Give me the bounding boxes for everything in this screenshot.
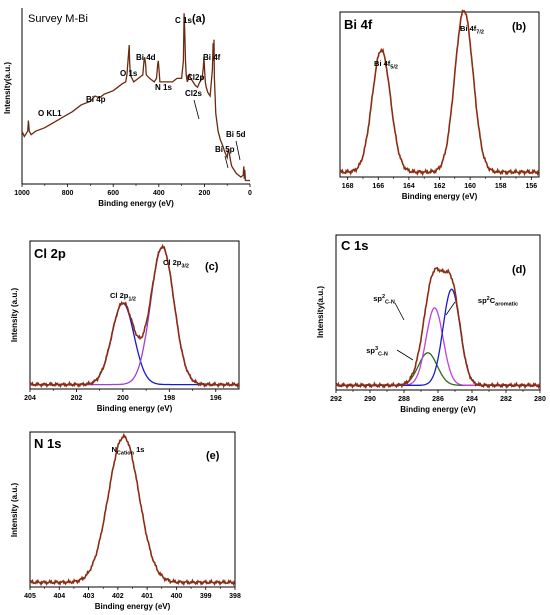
x-axis-label: Binding energy (eV)	[95, 602, 171, 611]
x-tick-label: 400	[153, 190, 165, 197]
chart-panel-d: 292 290 288 286 284 282 280 Binding energy (eV)…	[316, 234, 546, 414]
y-axis-label: Intensity (a.u.)	[10, 288, 19, 343]
x-tick-label: 398	[229, 593, 241, 600]
peak-annotation: Bi 5d	[226, 130, 246, 139]
peak-annotation: Bi 4d	[136, 53, 156, 62]
peak-annotation: O KL1	[38, 109, 62, 118]
panel-title: Survey M-Bi	[28, 13, 88, 25]
peak-annotation: Bi 4f5/2	[374, 59, 398, 71]
series-line-data-0	[21, 13, 250, 182]
annotation-arrow	[445, 301, 456, 316]
panel-tag: (c)	[205, 261, 219, 273]
series-line-sum-3	[335, 266, 541, 390]
x-tick-label: 204	[24, 395, 36, 402]
x-tick-label: 162	[434, 183, 446, 190]
annotation-arrow	[193, 99, 200, 120]
peak-annotation: Bi 4p	[86, 95, 106, 104]
chart-panel-c: 204 202 200 198 196 Binding energy (eV) Intens…	[10, 240, 240, 413]
x-axis-label: Binding energy (eV)	[402, 192, 478, 201]
x-tick-label: 600	[107, 190, 119, 197]
y-axis-label: Intensity (a.u.)	[10, 483, 19, 538]
x-tick-label: 1000	[14, 190, 30, 197]
peak-annotation: sp3C-N	[366, 346, 388, 358]
chart-panel-a: 1000 800 600 400 200 0 Binding energy (eV) Inte…	[3, 8, 252, 208]
x-tick-label: 158	[495, 183, 507, 190]
x-tick-label: 401	[141, 593, 153, 600]
peak-annotation: NCation 1s	[112, 445, 145, 457]
x-tick-label: 404	[53, 593, 65, 600]
chart-panel-b: 168 166 164 162 160 158 156 Binding energy (eV)…	[339, 9, 540, 201]
x-tick-label: 284	[466, 396, 478, 403]
x-tick-label: 156	[526, 183, 538, 190]
x-tick-label: 403	[83, 593, 95, 600]
x-tick-label: 196	[210, 395, 222, 402]
peak-annotation: Cl2s	[185, 89, 202, 98]
x-tick-label: 405	[24, 593, 36, 600]
x-tick-label: 202	[71, 395, 83, 402]
panel-title: Cl 2p	[34, 246, 66, 261]
panel-tag: (d)	[512, 264, 526, 276]
x-tick-label: 288	[398, 396, 410, 403]
x-tick-label: 282	[500, 396, 512, 403]
plot-frame	[29, 240, 240, 390]
chart-panel-e: 405 404 403 402 401 400 399 398 Binding energy (…	[10, 431, 241, 611]
peak-annotation: sp2C-N	[373, 294, 395, 306]
panel-tag: (a)	[192, 13, 206, 25]
annotation-arrow	[235, 140, 241, 161]
peak-annotation: N 1s	[155, 83, 172, 92]
x-axis-label: Binding energy (eV)	[98, 199, 174, 208]
panel-title: N 1s	[34, 436, 61, 451]
peak-annotation: Cl 2p3/2	[163, 258, 189, 270]
x-axis-label: Binding energy (eV)	[97, 404, 173, 413]
x-tick-label: 168	[342, 183, 354, 190]
peak-annotation: Bi 4f	[203, 53, 221, 62]
annotation-arrow	[394, 302, 405, 321]
plot-frame	[339, 11, 540, 178]
x-tick-label: 200	[199, 190, 211, 197]
series-line-sum-0	[339, 9, 540, 177]
panel-tag: (e)	[206, 450, 220, 462]
peak-annotation: Bi 4f7/2	[460, 24, 484, 36]
x-tick-label: 290	[364, 396, 376, 403]
x-tick-label: 198	[163, 395, 175, 402]
series-line-sum-2	[29, 243, 240, 389]
x-tick-label: 402	[112, 593, 124, 600]
peak-annotation: C 1s	[175, 16, 192, 25]
x-tick-label: 280	[534, 396, 546, 403]
x-tick-label: 400	[171, 593, 183, 600]
annotation-arrow	[396, 349, 414, 361]
peak-annotation: sp2Caromatic	[478, 296, 518, 308]
peak-annotation: Bi 5p	[215, 145, 235, 154]
x-tick-label: 166	[372, 183, 384, 190]
peak-annotation: Cl2p	[187, 73, 204, 82]
x-tick-label: 399	[200, 593, 212, 600]
panel-tag: (b)	[512, 21, 526, 33]
x-tick-label: 160	[464, 183, 476, 190]
panel-title: C 1s	[341, 238, 368, 253]
x-tick-label: 292	[330, 396, 342, 403]
x-axis-label: Binding energy (eV)	[400, 405, 476, 414]
peak-annotation: O 1s	[120, 69, 138, 78]
peak-annotation: Cl 2p1/2	[110, 291, 136, 303]
annotation-arrow	[224, 155, 229, 169]
x-tick-label: 200	[117, 395, 129, 402]
y-axis-label: Intensity(a.u.)	[316, 286, 325, 338]
x-tick-label: 164	[403, 183, 415, 190]
series-line-peak-0	[30, 302, 239, 386]
x-tick-label: 800	[62, 190, 74, 197]
x-tick-label: 0	[248, 190, 252, 197]
y-axis-label: Intensity(a.u.)	[3, 62, 12, 114]
series-line-sum-0	[29, 432, 236, 587]
x-tick-label: 286	[432, 396, 444, 403]
panel-title: Bi 4f	[344, 17, 373, 32]
